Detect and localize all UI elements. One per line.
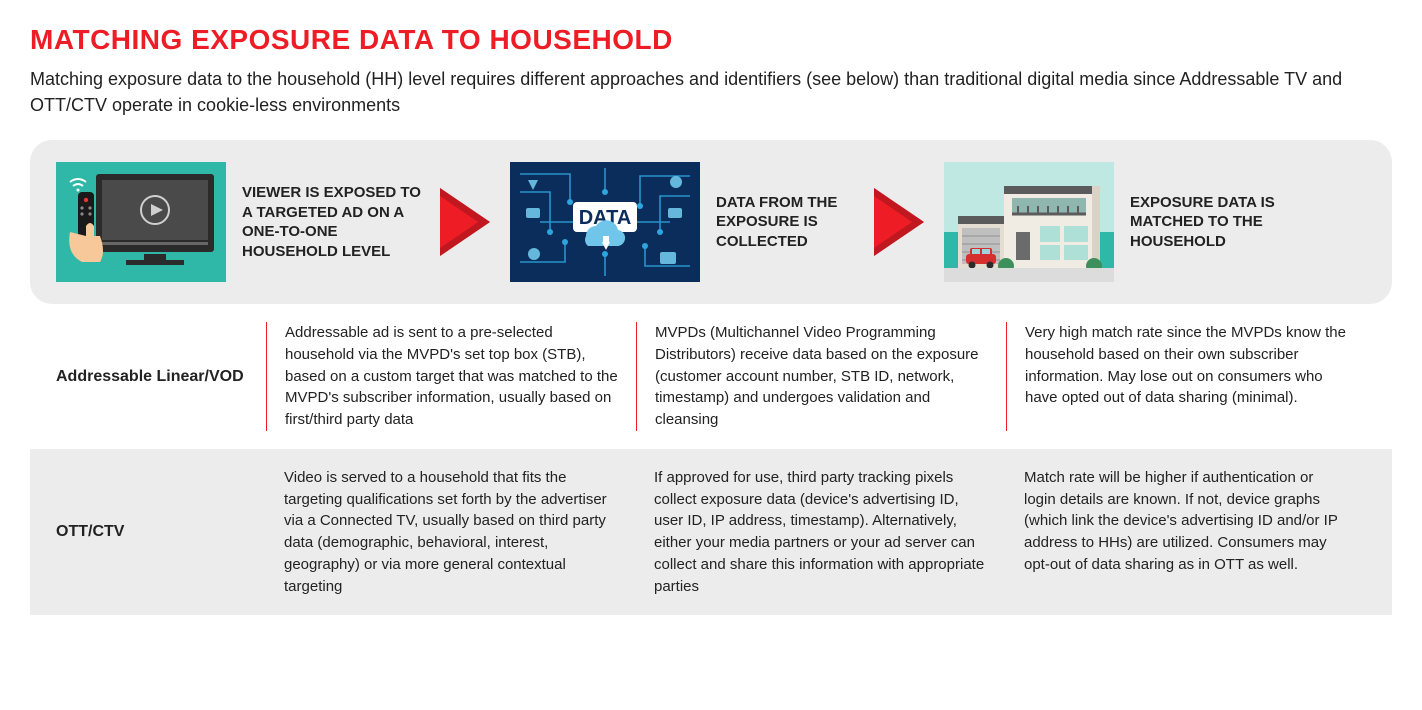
cell: Addressable ad is sent to a pre-selected… xyxy=(266,322,636,431)
cell: Match rate will be higher if authenticat… xyxy=(1006,467,1366,598)
flow-stage-2: DATA DATA FROM THE EXPOSURE IS COLLECTED xyxy=(510,162,856,282)
arrow-icon xyxy=(436,182,496,262)
row-label-addressable: Addressable Linear/VOD xyxy=(56,322,266,431)
cell: Very high match rate since the MVPDs kno… xyxy=(1006,322,1366,431)
flow-stage-3: EXPOSURE DATA IS MATCHED TO THE HOUSEHOL… xyxy=(944,162,1290,282)
flow-panel: VIEWER IS EXPOSED TO A TARGETED AD ON A … xyxy=(30,140,1392,304)
cell: MVPDs (Multichannel Video Programming Di… xyxy=(636,322,1006,431)
table-row: OTT/CTV Video is served to a household t… xyxy=(30,449,1392,616)
table-row: Addressable Linear/VOD Addressable ad is… xyxy=(30,304,1392,449)
house-icon xyxy=(944,162,1114,282)
cell: Video is served to a household that fits… xyxy=(266,467,636,598)
data-circuit-icon: DATA xyxy=(510,162,700,282)
page-title: MATCHING EXPOSURE DATA TO HOUSEHOLD xyxy=(30,24,1392,56)
tv-remote-icon xyxy=(56,162,226,282)
row-label-ott: OTT/CTV xyxy=(56,467,266,598)
stage-2-text: DATA FROM THE EXPOSURE IS COLLECTED xyxy=(716,193,856,252)
flow-stage-1: VIEWER IS EXPOSED TO A TARGETED AD ON A … xyxy=(56,162,422,282)
arrow-icon xyxy=(870,182,930,262)
intro-text: Matching exposure data to the household … xyxy=(30,66,1392,118)
stage-1-text: VIEWER IS EXPOSED TO A TARGETED AD ON A … xyxy=(242,183,422,261)
stage-3-text: EXPOSURE DATA IS MATCHED TO THE HOUSEHOL… xyxy=(1130,193,1290,252)
cell: If approved for use, third party trackin… xyxy=(636,467,1006,598)
